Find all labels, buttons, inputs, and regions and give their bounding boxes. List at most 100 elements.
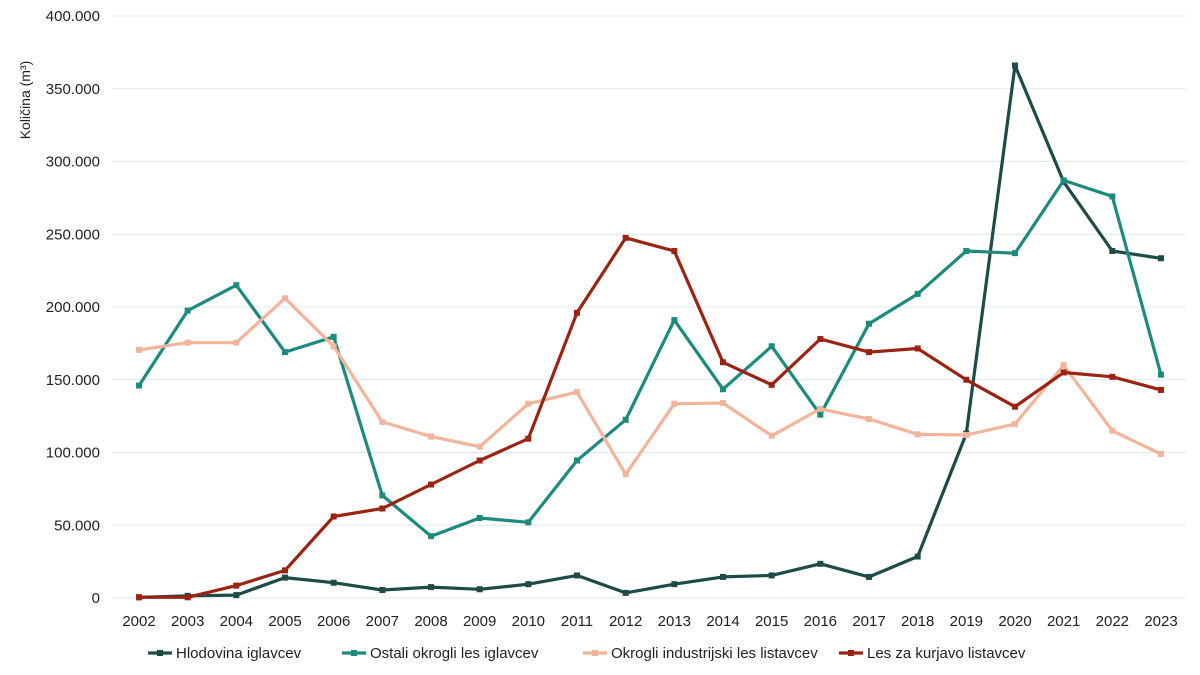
data-point <box>963 247 970 254</box>
data-point <box>1060 177 1067 184</box>
data-point <box>525 400 532 407</box>
data-point <box>720 386 726 393</box>
data-point <box>1060 369 1067 376</box>
x-tick-label: 2020 <box>998 613 1031 630</box>
data-point <box>671 400 678 407</box>
data-point <box>379 505 386 512</box>
data-point <box>379 492 386 499</box>
data-point <box>1158 371 1164 378</box>
y-tick-label: 0 <box>92 590 100 607</box>
data-point <box>1109 427 1116 434</box>
data-point <box>574 309 580 316</box>
x-tick-label: 2002 <box>122 613 155 630</box>
x-axis-ticks: 2002 2003 2004 2005 2006 2007 2008 2009 2010 2011… <box>122 613 1177 630</box>
data-point <box>622 416 629 423</box>
y-tick-label: 150.000 <box>46 372 100 389</box>
x-tick-label: 2022 <box>1096 613 1129 630</box>
series-3 <box>136 295 1164 478</box>
data-point <box>866 573 872 580</box>
data-point <box>622 234 629 241</box>
x-tick-label: 2016 <box>804 613 837 630</box>
x-tick-label: 2018 <box>901 613 934 630</box>
data-point <box>1012 403 1018 410</box>
data-point <box>330 513 337 520</box>
y-tick-label: 100.000 <box>46 445 100 462</box>
y-axis-title: Količina (m³) <box>17 61 33 140</box>
y-tick-label: 350.000 <box>46 81 100 98</box>
data-point <box>233 592 240 599</box>
data-point <box>1158 450 1164 457</box>
series-line <box>137 178 1163 538</box>
data-point <box>963 432 970 439</box>
legend-item: Ostali okrogli les iglavcev <box>342 645 539 662</box>
data-point <box>622 589 629 596</box>
data-point <box>525 435 532 442</box>
data-point <box>428 584 434 591</box>
x-tick-label: 2012 <box>609 613 642 630</box>
x-tick-label: 2019 <box>950 613 983 630</box>
data-point <box>720 400 726 407</box>
x-tick-label: 2005 <box>268 613 301 630</box>
data-point <box>720 359 726 366</box>
data-point <box>1109 373 1116 380</box>
data-point <box>817 336 824 343</box>
legend-swatch-marker <box>351 650 357 656</box>
data-point <box>1012 62 1018 69</box>
data-point <box>330 343 337 350</box>
data-point <box>1158 386 1164 393</box>
x-tick-label: 2003 <box>171 613 204 630</box>
x-tick-label: 2006 <box>317 613 350 630</box>
x-tick-label: 2010 <box>512 613 545 630</box>
data-point <box>476 586 483 593</box>
data-point <box>914 431 921 438</box>
legend-label: Les za kurjavo listavcev <box>867 645 1026 662</box>
data-point <box>1060 362 1067 369</box>
data-point <box>379 418 386 425</box>
y-tick-label: 250.000 <box>46 226 100 243</box>
y-tick-label: 200.000 <box>46 299 100 316</box>
legend-label: Hlodovina iglavcev <box>176 645 302 662</box>
data-point <box>184 307 191 314</box>
data-point <box>525 581 532 588</box>
data-point <box>671 581 678 588</box>
data-point <box>379 586 386 593</box>
series-line <box>137 236 1163 599</box>
data-point <box>1109 247 1116 254</box>
data-point <box>866 416 872 423</box>
data-point <box>622 471 629 478</box>
data-point <box>768 572 775 579</box>
legend-item: Hlodovina iglavcev <box>148 645 302 662</box>
data-point <box>428 533 434 540</box>
data-point <box>1109 193 1116 200</box>
data-point <box>233 282 240 289</box>
data-point <box>476 457 483 464</box>
data-point <box>671 247 678 254</box>
data-point <box>768 343 775 350</box>
data-point <box>914 553 921 560</box>
x-tick-label: 2015 <box>755 613 788 630</box>
data-point <box>233 582 240 589</box>
data-point <box>866 349 872 356</box>
data-point <box>768 381 775 388</box>
data-point <box>282 567 288 574</box>
legend-label: Ostali okrogli les iglavcev <box>370 645 539 662</box>
x-tick-label: 2017 <box>852 613 885 630</box>
legend-item: Okrogli industrijski les listavcev <box>583 645 818 662</box>
x-tick-label: 2007 <box>366 613 399 630</box>
data-point <box>476 443 483 450</box>
x-tick-label: 2011 <box>561 613 593 630</box>
data-point <box>282 295 288 302</box>
x-tick-label: 2021 <box>1047 613 1080 630</box>
series-4 <box>136 234 1164 601</box>
data-point <box>817 405 824 412</box>
x-tick-label: 2004 <box>220 613 253 630</box>
data-point <box>282 349 288 356</box>
legend: Hlodovina iglavcev Ostali okrogli les igl… <box>148 645 1026 662</box>
x-tick-label: 2009 <box>463 613 496 630</box>
data-point <box>866 320 872 327</box>
data-point <box>1158 255 1164 262</box>
data-point <box>428 433 434 440</box>
series-1 <box>136 62 1164 601</box>
